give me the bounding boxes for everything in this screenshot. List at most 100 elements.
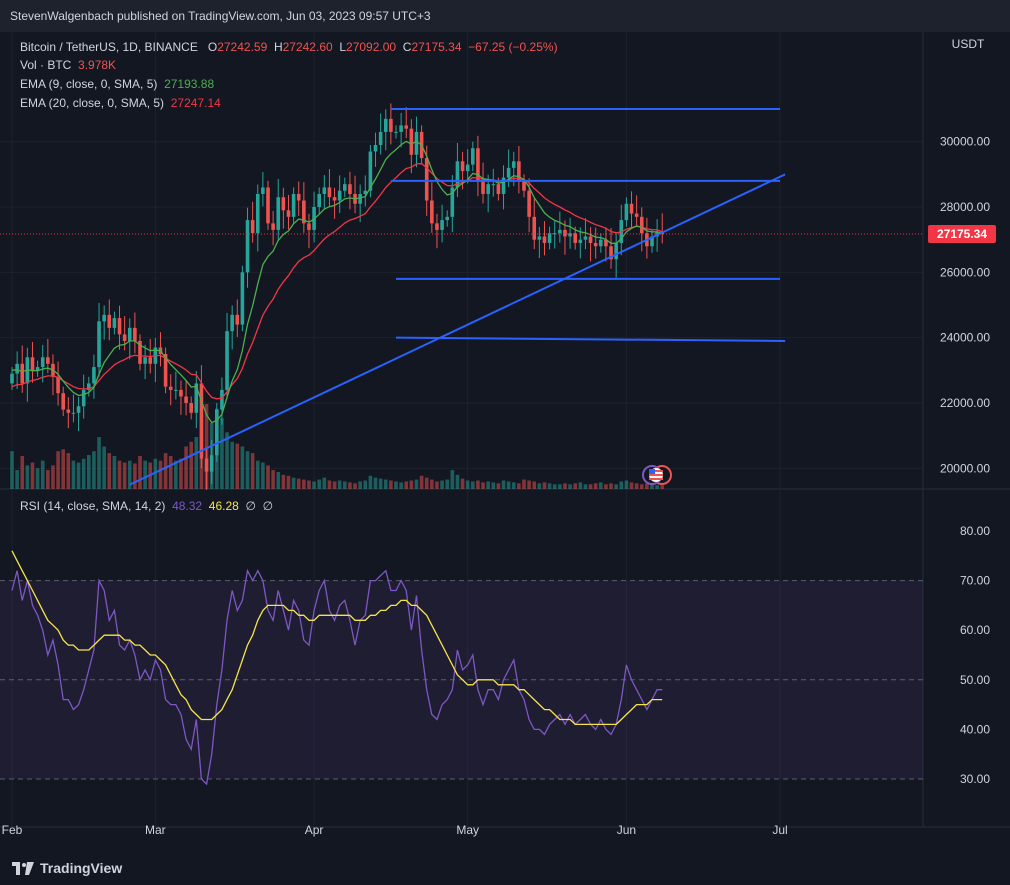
volume-bar	[583, 484, 588, 489]
ema9-line	[11, 140, 663, 424]
volume-bar	[71, 460, 76, 489]
volume-bar	[87, 455, 91, 489]
drawings[interactable]	[129, 108, 786, 486]
volume-bar	[30, 462, 35, 489]
volume-bar	[660, 485, 665, 489]
time-tick-label: Mar	[145, 823, 166, 837]
volume-bar	[373, 477, 378, 489]
tradingview-logo[interactable]: TradingView	[12, 860, 122, 876]
volume-bar	[614, 484, 618, 489]
volume-bar	[629, 482, 634, 489]
volume-bar	[102, 446, 106, 489]
volume-bar	[542, 482, 547, 489]
candle-body	[230, 314, 234, 332]
volume-bar	[261, 462, 265, 489]
candle-body	[112, 318, 117, 328]
candle-body	[506, 167, 511, 178]
event-flag-icon[interactable]	[642, 465, 672, 485]
volume-bar	[81, 458, 86, 489]
volume-bar	[491, 482, 496, 489]
candle-body	[383, 118, 388, 132]
volume-bar	[332, 481, 337, 489]
time-tick-label: Apr	[305, 823, 324, 837]
candle-body	[174, 389, 178, 391]
candle-body	[204, 458, 209, 472]
candle-body	[102, 314, 106, 322]
volume-bar	[588, 484, 593, 489]
symbol-title[interactable]: Bitcoin / TetherUS, 1D, BINANCE	[20, 40, 198, 54]
rsi-legend[interactable]: RSI (14, close, SMA, 14, 2) 48.32 46.28 …	[20, 499, 273, 513]
candles[interactable]	[10, 103, 665, 490]
candle-body	[281, 197, 286, 211]
volume-bar	[486, 481, 490, 489]
volume-bar	[517, 483, 521, 489]
ema9-legend[interactable]: EMA (9, close, 0, SMA, 5) 27193.88	[20, 77, 214, 91]
open-label: O	[207, 40, 218, 54]
volume-bar	[271, 470, 275, 489]
last-price-tag	[928, 224, 996, 243]
volume-bar	[419, 475, 424, 489]
volume-bar	[184, 446, 188, 489]
rsi-lines	[11, 550, 663, 786]
volume-bar	[414, 479, 419, 489]
volume-bar	[291, 477, 296, 489]
candle-body	[414, 131, 419, 155]
candle-body	[66, 409, 71, 413]
price-tick-label: 20000.00	[940, 461, 990, 475]
candle-body	[61, 393, 65, 410]
volume-bar	[117, 460, 122, 489]
candle-body	[337, 190, 342, 201]
candle-body	[547, 233, 552, 243]
volume-legend[interactable]: Vol · BTC 3.978K	[20, 58, 116, 72]
candle-body	[527, 190, 531, 217]
candle-body	[501, 177, 506, 194]
candle-body	[593, 242, 598, 247]
candle-body	[271, 223, 275, 230]
candle-body	[266, 187, 270, 224]
candle-body	[629, 203, 634, 214]
rsi-tick-label: 50.00	[960, 673, 990, 687]
candle-body	[143, 357, 147, 364]
candle-body	[276, 197, 281, 230]
candle-body	[552, 233, 557, 235]
candle-body	[460, 161, 465, 172]
volume-bar	[255, 460, 260, 489]
candle-body	[409, 128, 414, 155]
candle-body	[389, 118, 393, 132]
candle-body	[307, 223, 311, 230]
currency-label: USDT	[952, 37, 985, 51]
candle-body	[194, 383, 199, 413]
rsi-value: 48.32	[172, 499, 203, 513]
candle-body	[522, 180, 526, 191]
volume-bar	[532, 481, 537, 489]
candle-body	[46, 357, 50, 364]
rsi-tick-label: 70.00	[960, 574, 990, 588]
time-tick-label: Jun	[617, 823, 636, 837]
candle-body	[122, 334, 127, 341]
candle-body	[568, 233, 572, 237]
rsi-line	[11, 568, 663, 786]
chart-canvas[interactable]: 30000.00 28000.00 26000.00 24000.00 22000.00…	[0, 32, 1010, 852]
candle-body	[583, 236, 588, 240]
volume-bar	[230, 441, 234, 489]
volume-bar	[307, 480, 311, 489]
rsi-tick-label: 60.00	[960, 623, 990, 637]
volume-bar	[15, 470, 19, 489]
volume-bar	[558, 484, 562, 489]
candle-body	[373, 144, 378, 152]
volume-bar	[537, 483, 542, 489]
open-value: 27242.59	[217, 40, 268, 54]
candle-body	[87, 383, 91, 390]
chart-area[interactable]: 30000.00 28000.00 26000.00 24000.00 22000.00…	[0, 32, 1010, 852]
volume-bar	[573, 483, 577, 489]
volume-bar	[76, 462, 81, 489]
low-label: L	[339, 40, 347, 54]
time-tick-label: May	[456, 823, 479, 837]
volume-bar	[296, 478, 301, 489]
candle-body	[291, 193, 296, 217]
ema20-legend[interactable]: EMA (20, close, 0, SMA, 5) 27247.14	[20, 96, 221, 110]
rsi-tick-label: 80.00	[960, 524, 990, 538]
volume-bar	[639, 484, 644, 489]
candle-body	[517, 161, 521, 181]
candle-body	[240, 272, 245, 325]
